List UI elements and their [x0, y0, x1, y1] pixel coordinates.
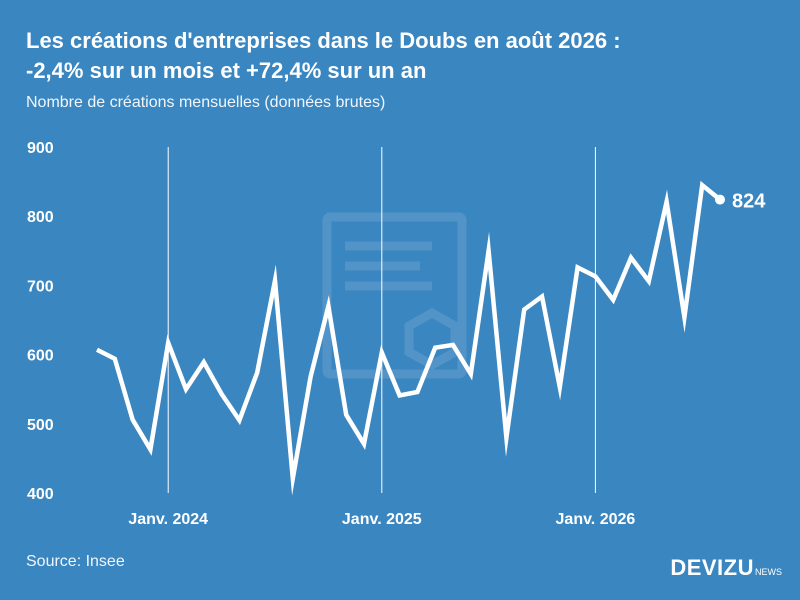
chart-title-line-1: Les créations d'entreprises dans le Doub… — [26, 28, 621, 53]
y-tick-label: 800 — [27, 209, 54, 226]
x-tick-label: Janv. 2025 — [342, 511, 422, 528]
brand-name: DEVIZU — [670, 555, 754, 580]
y-axis: 400 500 600 700 800 900 — [27, 140, 54, 503]
source-note: Source: Insee — [26, 553, 125, 570]
chart-subtitle: Nombre de créations mensuelles (données … — [26, 94, 386, 111]
series-line — [95, 180, 722, 496]
watermark-document-icon — [322, 212, 467, 379]
brand-logo: DEVIZU NEWS — [670, 555, 782, 581]
last-value-label: 824 — [732, 191, 766, 213]
watermark-hexagon — [404, 307, 460, 371]
brand-suffix: NEWS — [755, 567, 782, 577]
x-axis: Janv. 2024 Janv. 2025 Janv. 2026 — [128, 147, 635, 528]
chart-title-line-2: -2,4% sur un mois et +72,4% sur un an — [26, 58, 427, 83]
y-tick-label: 600 — [27, 348, 54, 365]
series-layer: 824 — [95, 180, 766, 496]
watermark-frame — [322, 212, 467, 379]
x-tick-label: Janv. 2024 — [128, 511, 208, 528]
y-tick-label: 700 — [27, 278, 54, 295]
chart-title: Les créations d'entreprises dans le Doub… — [26, 26, 786, 86]
last-point-marker — [715, 194, 725, 205]
x-tick-label: Janv. 2026 — [556, 511, 636, 528]
y-tick-label: 500 — [27, 417, 54, 434]
y-tick-label: 900 — [27, 140, 54, 157]
y-tick-label: 400 — [27, 486, 54, 503]
